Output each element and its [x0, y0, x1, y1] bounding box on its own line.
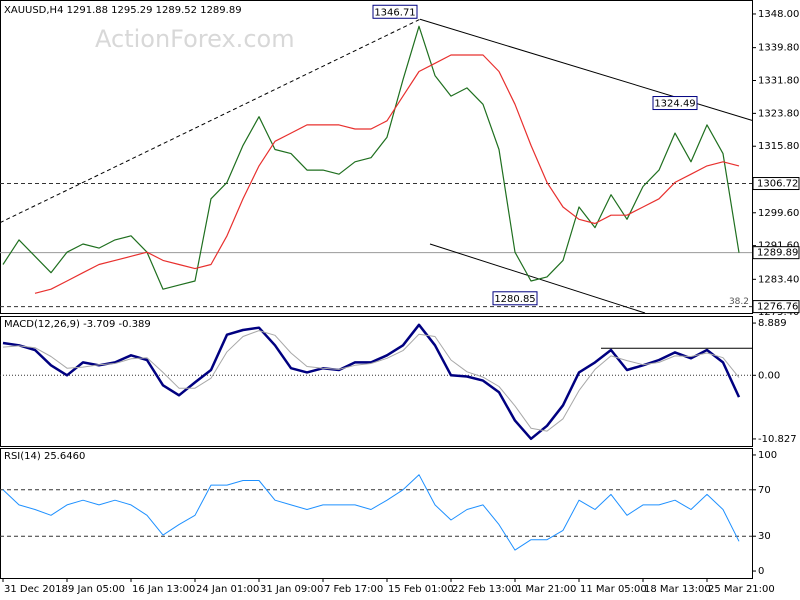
- panel-title: RSI(14) 25.6460: [4, 451, 85, 462]
- series-line: [2, 474, 740, 551]
- x-tick-label: 1 Mar 21:00: [516, 584, 576, 595]
- annotation-label: 1346.71: [374, 7, 415, 18]
- y-tick-label: -10.827: [758, 434, 797, 445]
- x-tick-label: 24 Jan 01:00: [196, 584, 259, 595]
- annotation-label: 1324.49: [654, 99, 695, 110]
- x-tick-label: 7 Feb 17:00: [324, 584, 383, 595]
- level-price-label: 1276.76: [757, 302, 798, 313]
- y-tick-label: 30: [758, 531, 771, 542]
- x-tick-label: 25 Mar 21:00: [708, 584, 775, 595]
- y-tick-label: 1315.80: [758, 141, 799, 152]
- x-tick-label: 31 Dec 2018: [4, 584, 68, 595]
- level-price-label: 1289.89: [757, 248, 798, 259]
- y-tick-label: 70: [758, 485, 771, 496]
- annotation-box: [492, 291, 538, 306]
- series-line: [34, 54, 740, 294]
- panel-frame: [0, 448, 753, 579]
- y-tick-label: 1331.80: [758, 76, 799, 87]
- x-tick-label: 22 Feb 13:00: [452, 584, 518, 595]
- y-tick-label: 1339.80: [758, 43, 799, 54]
- series-line: [2, 323, 741, 441]
- level-price-box: [752, 300, 800, 314]
- y-tick-label: 0.00: [758, 370, 780, 381]
- trendline: [0, 18, 421, 224]
- series-line: [2, 25, 740, 290]
- annotation-box: [372, 4, 418, 19]
- y-tick-label: 8.889: [758, 318, 787, 329]
- x-tick-label: 15 Feb 01:00: [388, 584, 454, 595]
- level-price-label: 1306.72: [757, 179, 798, 190]
- y-tick-label: 0: [758, 566, 764, 577]
- y-tick-label: 1283.40: [758, 274, 799, 285]
- level-label: 38.2: [729, 297, 749, 307]
- y-tick-label: 1291.60: [758, 241, 799, 252]
- watermark: ActionForex.com: [95, 25, 295, 53]
- series-line: [2, 330, 740, 432]
- annotation-box: [652, 96, 698, 111]
- x-tick-label: 16 Jan 13:00: [132, 584, 195, 595]
- y-tick-label: 1299.60: [758, 208, 799, 219]
- panel-frame: [0, 316, 753, 447]
- trendline: [429, 243, 646, 314]
- level-price-box: [752, 246, 800, 260]
- level-price-box: [752, 177, 800, 191]
- x-tick-label: 11 Mar 05:00: [580, 584, 647, 595]
- panel-title: XAUUSD,H4 1291.88 1295.29 1289.52 1289.8…: [4, 5, 242, 16]
- y-tick-label: 100: [758, 450, 777, 461]
- panel-title: MACD(12,26,9) -3.709 -0.389: [4, 319, 151, 330]
- y-tick-label: 1348.00: [758, 9, 799, 20]
- x-tick-label: 18 Mar 13:00: [644, 584, 711, 595]
- x-tick-label: 9 Jan 05:00: [68, 584, 125, 595]
- y-tick-label: 1323.80: [758, 108, 799, 119]
- panel-frame: [0, 0, 753, 314]
- annotation-label: 1280.85: [494, 294, 535, 305]
- x-tick-label: 31 Jan 09:00: [260, 584, 323, 595]
